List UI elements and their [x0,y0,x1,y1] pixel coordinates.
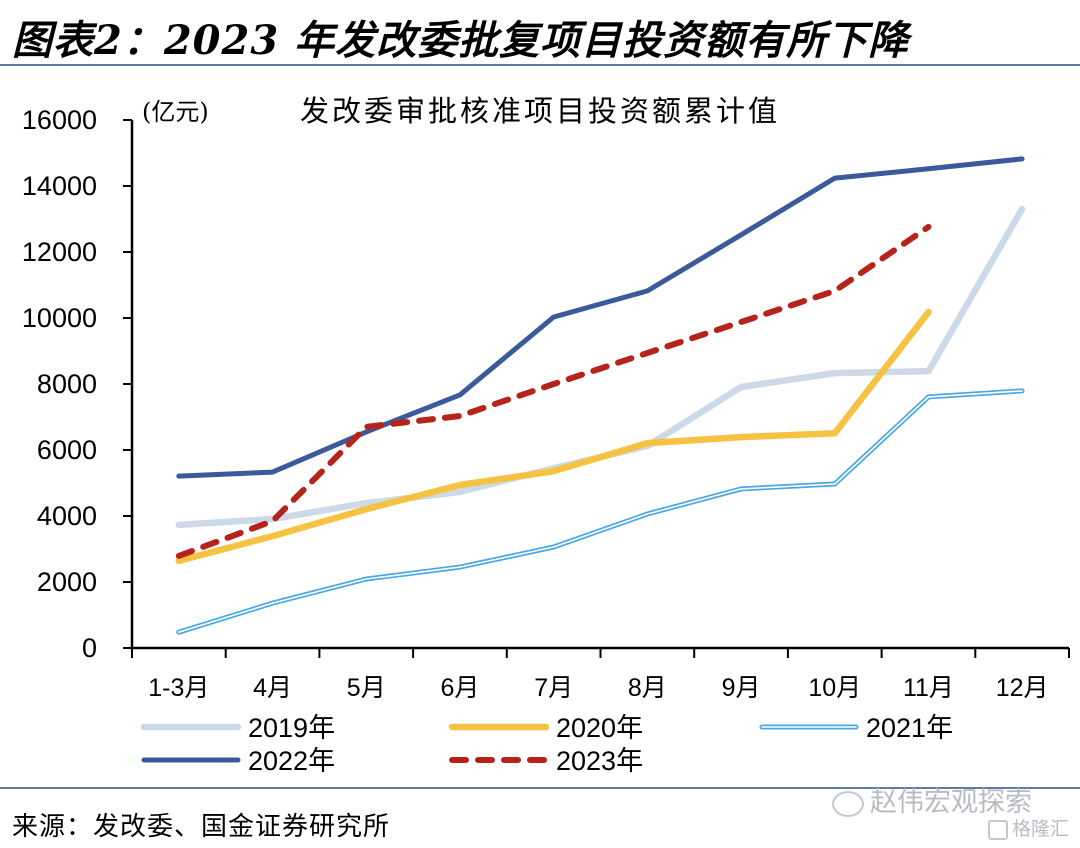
series-2023年 [175,223,932,559]
source-note: 来源：发改委、国金证券研究所 [12,812,391,842]
legend-item: 2020年 [448,713,643,743]
series-line [175,308,932,565]
figure-title: 图表2：2023 年发改委批复项目投资额有所下降 [12,17,910,64]
x-tick-label: 12月 [996,674,1049,702]
wechat-icon [832,790,864,817]
watermark-site: 格隆汇 [988,814,1069,841]
x-tick-label: 1-3月 [148,674,209,702]
legend-item: 2023年 [449,746,643,776]
legend-item: 2019年 [140,713,335,743]
y-tick-label: 0 [82,633,97,663]
y-tick-label: 8000 [37,369,97,399]
series-2020年 [175,308,932,565]
legend-label: 2021年 [866,713,953,743]
x-tick-label: 5月 [347,674,386,702]
series-layer [175,156,1026,635]
y-tick-label: 6000 [37,435,97,465]
series-2022年 [176,156,1025,479]
line-chart: 0 2000 4000 6000 8000 10000 12000 14000 16000 1-3… [22,105,1070,776]
y-tick-label: 12000 [22,237,97,267]
legend-item: 2022年 [141,746,335,776]
x-tick-label: 10月 [808,674,861,702]
series-line [176,156,1025,479]
y-tick-label: 10000 [22,303,97,333]
axes: 0 2000 4000 6000 8000 10000 12000 14000 16000 1-3… [22,105,1070,702]
x-tick-label: 6月 [440,674,479,702]
y-tick-label: 14000 [22,171,97,201]
watermark-site-text: 格隆汇 [1012,818,1070,840]
legend-label: 2020年 [556,713,643,743]
chart-title: 发改委审批核准项目投资额累计值 [300,94,781,128]
y-tick-label: 2000 [37,567,97,597]
x-tick-label: 7月 [534,674,573,702]
series-line-inner [178,390,1023,633]
x-tick-label: 8月 [628,674,667,702]
x-tick-label: 4月 [253,674,292,702]
watermark-wechat: 赵伟宏观探索 [832,780,1032,819]
bottom-rule [0,787,1080,789]
legend-label: 2023年 [556,746,643,776]
y-tick-label: 16000 [22,105,97,135]
watermark-wechat-text: 赵伟宏观探索 [870,787,1032,818]
series-2021年 [176,388,1025,635]
legend-label: 2022年 [248,746,335,776]
x-tick-label: 11月 [903,674,954,702]
site-logo-icon [988,819,1008,840]
series-line [175,223,932,559]
legend-label: 2019年 [248,713,335,743]
y-axis-unit: (亿元) [142,98,209,126]
top-rule [0,64,1080,66]
x-tick-label: 9月 [722,674,761,702]
legend: 2019年 2020年 2021年 2022年 2023年 [140,713,953,776]
y-tick-label: 4000 [37,501,97,531]
legend-item: 2021年 [759,713,953,743]
